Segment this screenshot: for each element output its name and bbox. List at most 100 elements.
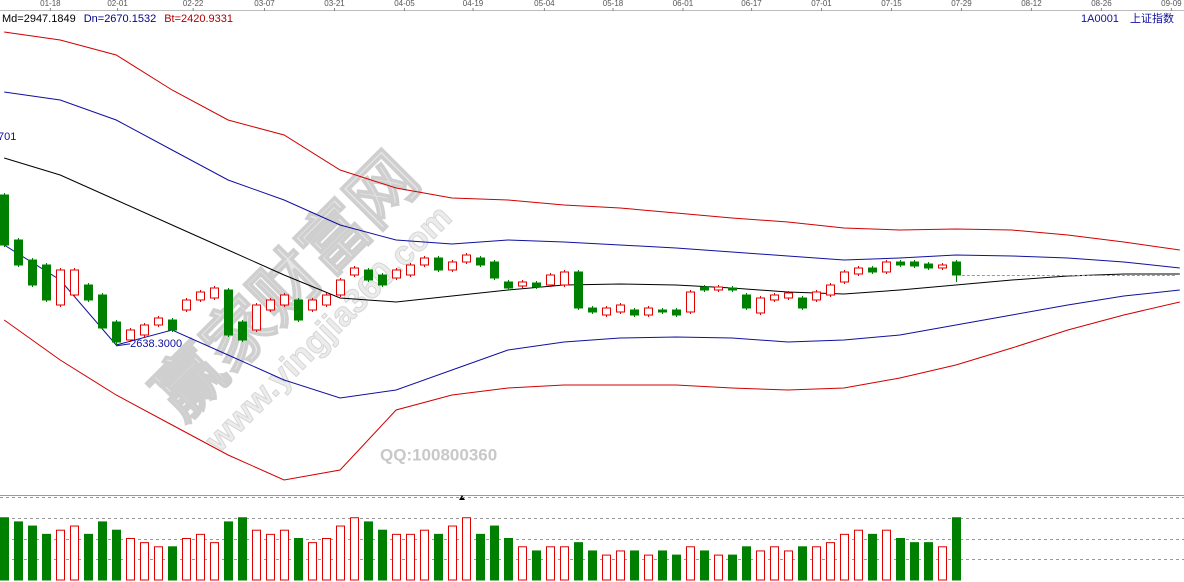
candle-body — [28, 259, 37, 286]
candle-body — [910, 261, 919, 267]
volume-bar — [0, 517, 9, 581]
volume-bar — [392, 533, 401, 581]
left-label: 701 — [0, 131, 16, 143]
candle-body — [728, 287, 737, 291]
candle-body — [14, 239, 23, 266]
candle-body — [840, 271, 849, 283]
volume-bar — [532, 550, 541, 581]
indicator-label: Bt=2420.9331 — [164, 13, 233, 25]
candle-body — [770, 294, 779, 301]
volume-bar — [686, 546, 695, 581]
candle-body — [448, 261, 457, 271]
candle-body — [70, 269, 79, 296]
candle-body — [504, 281, 513, 289]
volume-bar — [784, 550, 793, 581]
candle-body — [784, 292, 793, 299]
candle-body — [938, 264, 947, 269]
candle-body — [84, 284, 93, 301]
band-line — [4, 31, 1180, 251]
volume-bar — [714, 554, 723, 581]
x-tick-label: 06-17 — [741, 0, 762, 8]
candle-body — [924, 263, 933, 269]
volume-bar — [420, 529, 429, 581]
candle-body — [378, 274, 387, 286]
candle-body — [322, 294, 331, 306]
volume-bar — [560, 546, 569, 581]
candle-body — [140, 324, 149, 336]
candle-body — [574, 271, 583, 309]
candle-body — [112, 321, 121, 343]
volume-bar — [742, 546, 751, 581]
volume-bar — [728, 554, 737, 581]
volume-bar — [70, 525, 79, 581]
candle-body — [588, 307, 597, 313]
candle-body — [658, 309, 667, 313]
candle-body — [210, 287, 219, 299]
volume-bar — [196, 533, 205, 581]
x-tick-label: 03-21 — [324, 0, 345, 8]
volume-bar — [868, 533, 877, 581]
candle-body — [896, 261, 905, 266]
candle-body — [560, 271, 569, 286]
candle-body — [462, 254, 471, 263]
x-tick-label: 01-18 — [40, 0, 61, 8]
volume-bar — [84, 533, 93, 581]
candle-body — [308, 299, 317, 311]
candle-body — [476, 257, 485, 266]
candle-body — [98, 294, 107, 329]
volume-bar — [238, 517, 247, 581]
candle-body — [336, 279, 345, 296]
volume-bar — [448, 525, 457, 581]
candle-body — [672, 309, 681, 316]
volume-bar — [938, 546, 947, 581]
candle-body — [700, 286, 709, 291]
band-line — [4, 91, 1180, 269]
volume-bar — [826, 542, 835, 581]
volume-bar — [462, 517, 471, 581]
x-tick-label: 04-05 — [394, 0, 415, 8]
candle-body — [224, 289, 233, 336]
volume-bar — [910, 542, 919, 581]
candle-body — [434, 257, 443, 271]
volume-bar — [406, 533, 415, 581]
volume-bar — [140, 542, 149, 581]
x-tick-label: 07-15 — [881, 0, 902, 8]
candle-body — [532, 282, 541, 288]
low-pointer — [116, 343, 131, 347]
volume-bar — [840, 533, 849, 581]
volume-bar — [644, 554, 653, 581]
volume-bar — [602, 554, 611, 581]
volume-bar — [280, 529, 289, 581]
volume-bar — [322, 538, 331, 581]
candle-body — [602, 307, 611, 316]
candle-body — [392, 269, 401, 279]
volume-bar — [336, 525, 345, 581]
volume-bar — [476, 533, 485, 581]
candle-body — [294, 299, 303, 321]
volume-bar — [168, 546, 177, 581]
x-tick-label: 09-09 — [1161, 0, 1182, 8]
candle-body — [238, 321, 247, 341]
candle-body — [868, 267, 877, 273]
volume-bar — [952, 517, 961, 581]
candle-body — [168, 319, 177, 331]
volume-bar — [574, 542, 583, 581]
candle-body — [714, 286, 723, 291]
x-tick-label: 06-01 — [673, 0, 694, 8]
candle-body — [350, 267, 359, 276]
candle-body — [644, 307, 653, 316]
x-tick-label: 07-01 — [811, 0, 832, 8]
index-name: 上证指数 — [1130, 11, 1174, 25]
band-line — [3, 301, 1180, 481]
candle-body — [56, 269, 65, 306]
volume-bar — [42, 533, 51, 581]
candle-body — [182, 299, 191, 311]
volume-bar — [294, 538, 303, 581]
candle-body — [742, 294, 751, 309]
candle-body — [0, 194, 9, 246]
candle-body — [686, 291, 695, 313]
x-tick-label: 05-18 — [603, 0, 624, 8]
volume-bar — [756, 550, 765, 581]
candle-body — [490, 261, 499, 279]
